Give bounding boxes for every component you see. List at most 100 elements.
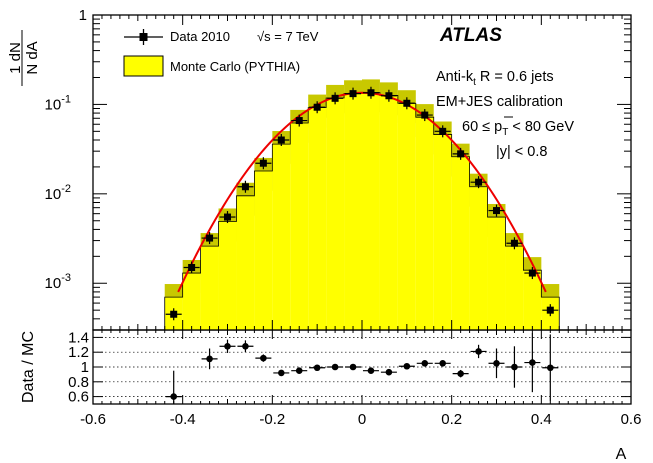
data-points [165,86,559,321]
ratio-point-marker [403,362,411,370]
data-point-marker [259,159,267,167]
mc-bin [236,195,255,330]
ratio-axis-ticks: 0.60.811.21.4-0.6 -0.4 -0.2 0 0.2 0.4 0.6 [68,329,641,428]
data-point-marker [241,183,249,191]
xtick-label: 0.6 [621,411,642,428]
data-point [506,237,523,250]
data-point-marker [403,99,411,107]
mc-bin [397,103,416,330]
ratio-point [434,360,451,367]
data-point-marker [546,306,554,314]
ratio-ytick-label: 1.4 [68,329,89,346]
data-point [362,86,379,99]
data-point-marker [188,264,196,272]
ratio-point [165,370,182,404]
data-point [380,89,397,102]
legend-data-marker [124,29,163,45]
data-point [309,101,326,114]
data-point [488,204,505,217]
data-point-marker [457,150,465,158]
main-axis-ticks: 1 10-1 10-2 10-3 [45,7,632,331]
ratio-point-marker [278,369,285,377]
main-ytick-label: 10-1 [45,93,71,113]
mc-bin [254,171,273,330]
ratio-ytick-label: 0.6 [68,389,89,406]
ratio-point-marker [367,367,375,375]
mc-bin [433,134,452,330]
mc-bin [344,93,362,331]
mc-bin [218,221,237,330]
mc-bin [272,144,291,330]
jet-algorithm-label: Anti-kt R = 0.6 jets [436,69,554,88]
fit-curve [177,91,547,293]
ratio-point [452,369,469,378]
mc-bin [308,107,327,330]
ratio-point [291,367,308,375]
ratio-point-marker [475,348,482,355]
data-point [255,157,272,170]
mc-bin [379,95,398,330]
ratio-point [380,368,397,376]
ratio-point-marker [224,342,231,350]
xtick-label: 0.4 [531,411,552,428]
xtick-label: 0 [358,411,366,428]
data-point [183,261,200,274]
ratio-point [524,332,541,393]
main-ytick-label: 10-3 [45,272,71,292]
data-point-marker [277,136,285,144]
main-ytick-label: 1 [79,7,87,24]
ratio-point [542,334,559,402]
ratio-point-marker [493,360,500,367]
ratio-point-marker [421,360,429,367]
data-point-marker [421,111,429,119]
ratio-point-marker [170,393,177,400]
ratio-point [362,367,379,375]
ratio-point [470,344,487,359]
data-point-marker [331,94,339,102]
data-point [291,114,308,127]
main-ytick-label: 10-2 [45,183,71,203]
data-point [542,304,559,317]
legend-mc-swatch [123,55,164,77]
data-point-marker [367,89,375,97]
ratio-point-marker [511,363,518,371]
legend-sqrt-s-label: √s = 7 TeV [257,29,319,44]
mc-histogram [164,79,560,331]
data-point [452,147,469,160]
xtick-label: -0.4 [170,411,196,428]
data-point [470,176,487,189]
ratio-point [416,360,433,367]
legend-data-label: Data 2010 [170,29,230,44]
data-point [219,211,236,224]
mc-bin [290,122,309,330]
ratio-point-marker [457,370,464,377]
data-point [237,180,254,193]
mc-bin [415,117,434,330]
data-point-marker [349,90,357,98]
mc-bin [505,246,524,330]
mc-bin [451,156,470,330]
fit-curve-line [177,91,547,293]
ratio-ytick-label: 1 [81,359,89,376]
main-ylabel-denominator: N dA [24,41,41,74]
ratio-point [327,363,344,371]
data-point [398,97,415,110]
data-point [201,232,218,245]
atlas-label: ATLAS [439,25,502,46]
data-point [327,92,344,105]
mc-bin [487,217,506,330]
ratio-point-marker [313,364,321,372]
annotations: ATLAS Anti-kt R = 0.6 jets EM+JES calibr… [436,25,574,160]
ratio-point-marker [331,363,339,371]
ratio-ytick-label: 0.8 [68,374,89,391]
ratio-panel: 0.60.811.21.4-0.6 -0.4 -0.2 0 0.2 0.4 0.6 Data… [20,329,641,463]
ratio-point [506,346,523,388]
data-point-marker [385,92,393,100]
ratio-point [255,354,272,362]
data-point-marker [493,207,500,215]
data-point-marker [439,127,447,135]
ratio-y-axis-label: Data / MC [20,331,37,403]
ratio-point-marker [529,359,536,366]
mc-bin [200,246,219,330]
